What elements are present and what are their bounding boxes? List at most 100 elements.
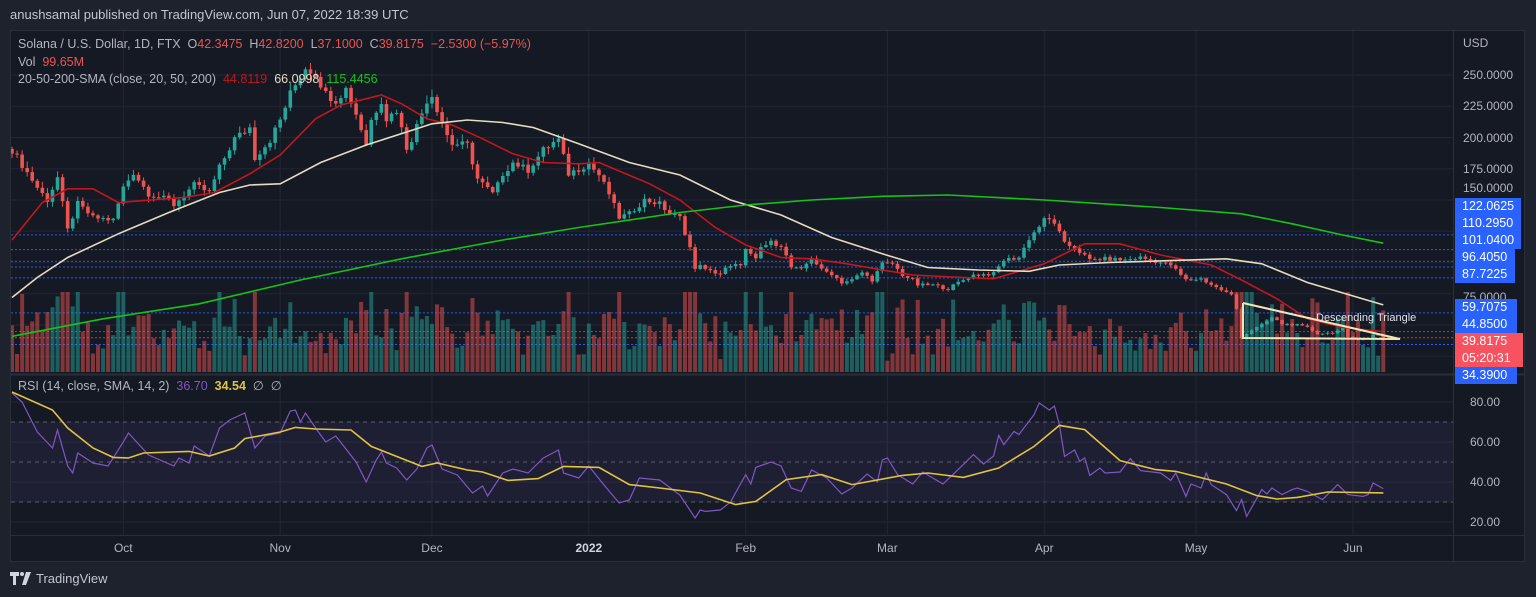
volume-bar [1128,339,1133,372]
volume-bar [672,340,677,372]
volume-bar [1275,333,1279,372]
candle-body [55,177,60,190]
volume-bar [1001,304,1006,372]
candle-body [622,214,627,219]
open-value: 42.3475 [197,37,243,51]
candle-body [708,268,713,271]
volume-bar [141,315,146,372]
time-axis-label: Apr [1034,541,1054,555]
candle-body [981,274,986,276]
candle-body [875,271,880,282]
candle-body [769,240,773,246]
price-tag: 110.2950 [1455,215,1521,232]
volume-label: Vol [18,55,36,69]
candle-body [1275,317,1279,321]
candle-body [662,201,667,210]
candle-body [1229,292,1234,295]
volume-bar [1381,310,1386,372]
volume-bar [1264,319,1269,372]
volume-bar [389,328,394,372]
volume-bar [510,328,515,372]
candle-body [865,272,869,276]
candle-body [728,266,733,268]
volume-bar [870,312,875,372]
candle-body [1184,274,1188,280]
tradingview-logo[interactable]: TradingView [10,571,108,586]
volume-bar [693,292,698,372]
candle-body [1179,268,1183,275]
candle-body [961,280,966,282]
candle-body [627,211,632,215]
volume-bar [652,332,657,372]
volume-bar [829,318,834,372]
volume-bar [622,322,627,372]
volume-bar [986,329,991,372]
volume-bar [976,340,981,372]
candle-body [1001,260,1006,267]
candle-body [1219,287,1224,291]
volume-bar [369,292,374,372]
volume-bar [880,292,885,372]
volume-bar [1047,329,1052,372]
volume-bar [794,341,799,372]
candle-body [607,181,611,195]
volume-bar [1244,292,1249,372]
volume-bar [207,350,212,372]
volume-bar [865,315,870,372]
volume-bar [885,360,890,372]
candle-body [991,272,996,276]
candle-body [1346,327,1350,337]
candle-body [931,284,935,286]
sma-legend[interactable]: 20-50-200-SMA (close, 20, 50, 200) 44.81… [18,72,378,86]
candle-body [693,247,697,269]
candle-body [1168,262,1173,266]
volume-bar [1097,354,1102,372]
candle-body [364,130,368,145]
volume-bar [617,292,622,372]
rsi-axis-label: 60.00 [1470,435,1501,449]
volume-bar [45,312,50,372]
candle-body [1290,323,1294,326]
volume-bar [1042,317,1047,372]
candle-body [571,170,576,176]
candle-body [597,169,601,176]
volume-bar [839,309,844,372]
candle-body [126,180,131,187]
candle-body [915,278,920,286]
volume-bar [966,336,971,372]
price-tag: 39.8175 05:20:31 [1455,333,1523,367]
candle-body [688,234,692,248]
volume-bar [252,292,257,372]
candle-body [303,69,308,79]
candle-body [242,132,247,134]
candle-body [890,262,895,264]
volume-bar [35,312,40,372]
volume-bar [318,333,323,372]
candle-body [60,177,65,202]
descending-triangle-drawing[interactable] [1242,302,1401,340]
volume-legend[interactable]: Vol 99.65M [18,55,84,69]
candle-body [379,104,384,113]
volume-bar [1315,302,1320,372]
time-axis-label: Oct [113,541,133,555]
candle-body [587,163,591,170]
volume-bar [875,292,880,372]
candle-body [1371,334,1375,339]
candle-body [1052,219,1057,224]
time-axis-label: May [1184,541,1208,555]
volume-bar [263,338,267,372]
candle-body [237,132,242,138]
candle-body [248,127,252,133]
symbol-name[interactable]: Solana / U.S. Dollar, 1D, FTX [18,37,181,51]
volume-bar [126,335,131,372]
volume-bar [394,350,399,372]
descending-triangle-label[interactable]: Descending Triangle [1316,312,1417,324]
candle-body [389,113,394,122]
candle-body [900,268,905,277]
volume-bar [116,292,121,372]
rsi-legend[interactable]: RSI (14, close, SMA, 14, 2) 36.70 34.54 … [18,378,282,393]
candle-body [369,119,374,145]
volume-bar [1052,340,1057,372]
rsi-sma-value: 34.54 [214,379,246,393]
